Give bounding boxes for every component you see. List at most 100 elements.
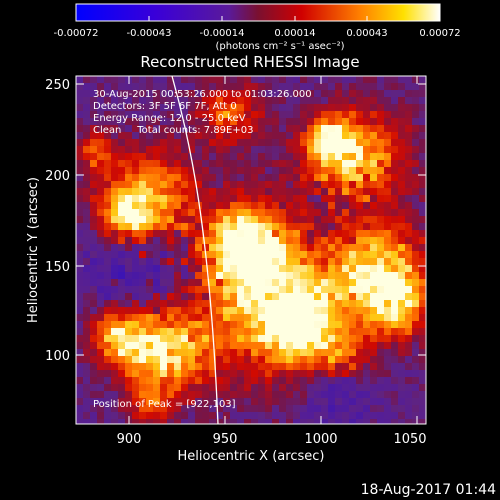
- image-pixel: [342, 76, 349, 83]
- image-pixel: [125, 314, 132, 321]
- image-pixel: [139, 237, 146, 244]
- image-pixel: [342, 398, 349, 405]
- image-pixel: [349, 328, 356, 335]
- image-pixel: [230, 118, 237, 125]
- image-pixel: [104, 342, 111, 349]
- image-pixel: [419, 363, 426, 370]
- image-pixel: [167, 139, 174, 146]
- image-pixel: [412, 335, 419, 342]
- image-pixel: [153, 342, 160, 349]
- image-pixel: [356, 125, 363, 132]
- image-pixel: [328, 223, 335, 230]
- image-pixel: [286, 251, 293, 258]
- image-pixel: [300, 300, 307, 307]
- image-pixel: [118, 167, 125, 174]
- image-pixel: [125, 272, 132, 279]
- image-pixel: [118, 97, 125, 104]
- image-pixel: [209, 167, 216, 174]
- image-pixel: [363, 342, 370, 349]
- image-pixel: [244, 188, 251, 195]
- image-pixel: [216, 349, 223, 356]
- image-pixel: [167, 216, 174, 223]
- image-pixel: [293, 335, 300, 342]
- image-pixel: [251, 195, 258, 202]
- image-pixel: [377, 300, 384, 307]
- image-pixel: [286, 118, 293, 125]
- image-pixel: [139, 377, 146, 384]
- image-pixel: [216, 97, 223, 104]
- image-pixel: [307, 153, 314, 160]
- image-pixel: [384, 139, 391, 146]
- image-pixel: [237, 83, 244, 90]
- image-pixel: [97, 377, 104, 384]
- image-pixel: [419, 97, 426, 104]
- image-pixel: [223, 90, 230, 97]
- image-pixel: [419, 83, 426, 90]
- image-pixel: [202, 258, 209, 265]
- image-pixel: [300, 118, 307, 125]
- image-pixel: [321, 118, 328, 125]
- image-pixel: [300, 370, 307, 377]
- timestamp-text: 18-Aug-2017 01:44: [361, 482, 496, 498]
- image-pixel: [398, 377, 405, 384]
- image-pixel: [412, 174, 419, 181]
- image-pixel: [118, 132, 125, 139]
- image-pixel: [412, 132, 419, 139]
- image-pixel: [209, 132, 216, 139]
- image-pixel: [97, 97, 104, 104]
- image-pixel: [279, 391, 286, 398]
- image-pixel: [237, 244, 244, 251]
- image-pixel: [419, 328, 426, 335]
- image-pixel: [419, 272, 426, 279]
- image-pixel: [104, 153, 111, 160]
- image-pixel: [391, 251, 398, 258]
- y-tick-label: 150: [45, 260, 70, 275]
- image-pixel: [83, 258, 90, 265]
- image-pixel: [335, 258, 342, 265]
- image-pixel: [335, 111, 342, 118]
- image-pixel: [153, 398, 160, 405]
- image-pixel: [321, 384, 328, 391]
- image-pixel: [335, 342, 342, 349]
- image-pixel: [90, 363, 97, 370]
- image-pixel: [349, 237, 356, 244]
- image-pixel: [209, 118, 216, 125]
- image-pixel: [300, 356, 307, 363]
- image-pixel: [181, 377, 188, 384]
- image-pixel: [300, 258, 307, 265]
- image-pixel: [328, 160, 335, 167]
- image-pixel: [272, 216, 279, 223]
- image-pixel: [195, 356, 202, 363]
- image-pixel: [223, 279, 230, 286]
- image-pixel: [216, 279, 223, 286]
- image-pixel: [342, 125, 349, 132]
- image-pixel: [237, 419, 244, 424]
- image-pixel: [391, 104, 398, 111]
- image-pixel: [391, 153, 398, 160]
- image-pixel: [356, 97, 363, 104]
- image-pixel: [181, 223, 188, 230]
- image-pixel: [419, 391, 426, 398]
- image-pixel: [377, 419, 384, 424]
- image-pixel: [167, 384, 174, 391]
- image-pixel: [321, 307, 328, 314]
- image-pixel: [342, 384, 349, 391]
- image-pixel: [300, 342, 307, 349]
- image-pixel: [83, 230, 90, 237]
- image-pixel: [251, 293, 258, 300]
- image-pixel: [90, 342, 97, 349]
- image-pixel: [125, 328, 132, 335]
- image-pixel: [342, 314, 349, 321]
- image-pixel: [104, 146, 111, 153]
- image-pixel: [314, 405, 321, 412]
- image-pixel: [398, 90, 405, 97]
- image-pixel: [398, 328, 405, 335]
- image-pixel: [384, 111, 391, 118]
- image-pixel: [335, 97, 342, 104]
- image-pixel: [328, 230, 335, 237]
- image-pixel: [307, 209, 314, 216]
- image-pixel: [293, 342, 300, 349]
- image-pixel: [202, 125, 209, 132]
- image-pixel: [391, 111, 398, 118]
- image-pixel: [356, 286, 363, 293]
